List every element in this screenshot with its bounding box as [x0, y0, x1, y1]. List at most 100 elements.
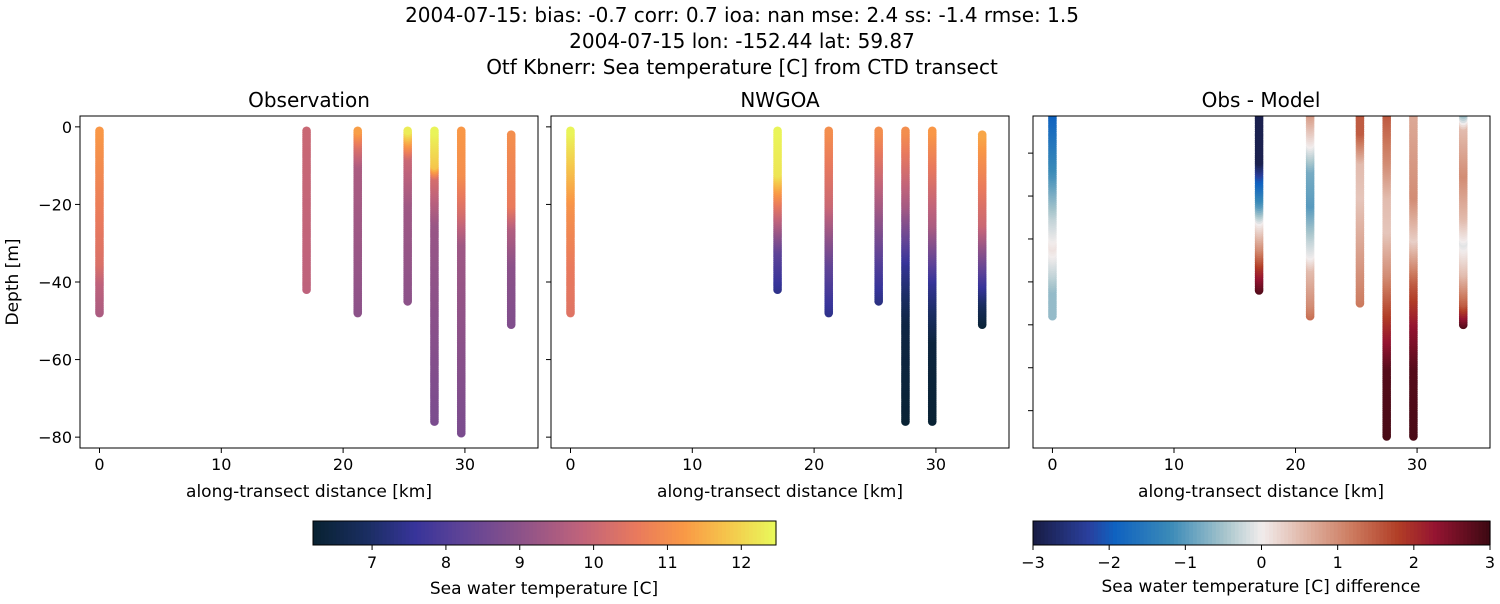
- colorbar-segment: [1154, 521, 1160, 545]
- colorbar-segment: [556, 521, 561, 545]
- colorbar-segment: [725, 521, 731, 545]
- colorbar-segment: [1390, 521, 1396, 545]
- colorbar-segment: [1448, 521, 1453, 545]
- colorbar-segment: [413, 521, 418, 545]
- colorbar-segment: [1318, 521, 1324, 545]
- x-axis-label-1: along-transect distance [km]: [186, 482, 432, 502]
- colorbar-segment: [374, 521, 380, 545]
- colorbar-segment: [451, 521, 457, 545]
- colorbar-segment: [1166, 521, 1171, 545]
- colorbar-segment: [694, 521, 700, 545]
- colorbar-segment: [1257, 521, 1263, 545]
- colorbar-segment: [336, 521, 341, 545]
- colorbar-segment: [1478, 521, 1483, 545]
- colorbar-segment: [768, 521, 773, 545]
- profile-6: [977, 130, 987, 329]
- colorbar-segment: [1387, 521, 1392, 545]
- colorbar-segment: [386, 521, 391, 545]
- profile-6: [506, 130, 516, 329]
- title-line-2: 2004-07-15 lon: -152.44 lat: 59.87: [569, 29, 915, 53]
- colorbar-segment: [1132, 521, 1137, 545]
- colorbar-tick-label: 12: [731, 553, 751, 572]
- data-point: [430, 126, 439, 136]
- colorbar-segment: [1223, 521, 1228, 545]
- colorbar-segment: [1326, 521, 1331, 545]
- profile-3: [403, 126, 412, 306]
- colorbar-segment: [378, 521, 384, 545]
- colorbar-segment: [1459, 521, 1464, 545]
- colorbar-segment: [459, 521, 465, 545]
- colorbar-segment: [521, 521, 526, 545]
- colorbar-segment: [482, 521, 488, 545]
- colorbar-segment: [347, 521, 353, 545]
- data-point: [506, 130, 516, 139]
- colorbar-segment: [529, 521, 534, 545]
- colorbar-segment: [1482, 521, 1487, 545]
- colorbar-segment: [320, 521, 326, 545]
- colorbar-segment: [1352, 521, 1358, 545]
- data-point: [1382, 116, 1391, 119]
- colorbar-segment: [683, 521, 688, 545]
- colorbar-segment: [1265, 521, 1270, 545]
- colorbar-segment: [1189, 521, 1194, 545]
- scatter-points: [566, 126, 987, 426]
- colorbar-segment: [532, 521, 538, 545]
- colorbar-segment: [548, 521, 553, 545]
- profile-1: [302, 126, 311, 295]
- colorbar-segment: [675, 521, 681, 545]
- colorbar-segment: [1295, 521, 1301, 545]
- colorbar-tick-label: 9: [515, 553, 525, 572]
- x-tick-label: 20: [333, 455, 353, 474]
- profile-4: [430, 126, 439, 426]
- colorbar-segment: [1402, 521, 1407, 545]
- colorbar-segment: [741, 521, 746, 545]
- colorbar-segment: [1250, 521, 1255, 545]
- colorbar-segment: [602, 521, 607, 545]
- data-point: [1255, 116, 1264, 119]
- colorbar-segment: [718, 521, 723, 545]
- colorbar-segment: [1116, 521, 1122, 545]
- x-tick-label: 30: [1407, 455, 1427, 474]
- panel-title-observation: Observation: [248, 88, 370, 112]
- x-axis-label-2: along-transect distance [km]: [657, 482, 903, 502]
- y-axis-label: Depth [m]: [3, 238, 23, 325]
- colorbar-tick-label: 0: [1256, 553, 1266, 572]
- colorbar-tick-label: 10: [583, 553, 603, 572]
- colorbar-segment: [448, 521, 453, 545]
- colorbar-segment: [748, 521, 754, 545]
- colorbar-segment: [1371, 521, 1377, 545]
- colorbar-segment: [417, 521, 422, 545]
- colorbar-segment: [1074, 521, 1080, 545]
- colorbar-segment: [1314, 521, 1320, 545]
- data-point: [874, 126, 883, 136]
- colorbar-segment: [640, 521, 646, 545]
- colorbar-tick-label: 7: [367, 553, 377, 572]
- colorbar-segment: [710, 521, 715, 545]
- colorbar-segment: [505, 521, 511, 545]
- colorbar-segment: [1467, 521, 1472, 545]
- colorbar-segment: [1333, 521, 1339, 545]
- colorbar-segment: [1139, 521, 1145, 545]
- colorbar-segment: [1234, 521, 1240, 545]
- colorbar-tick-label: 1: [1333, 553, 1343, 572]
- colorbar-segment: [370, 521, 376, 545]
- colorbar-segment: [367, 521, 372, 545]
- y-tick-label: −80: [38, 428, 72, 447]
- colorbar-segment: [1276, 521, 1282, 545]
- colorbar-segment: [1379, 521, 1384, 545]
- colorbar-segment: [1425, 521, 1430, 545]
- colorbar-tick-label: 11: [657, 553, 677, 572]
- colorbar-segment: [1173, 521, 1179, 545]
- colorbar-segment: [494, 521, 499, 545]
- colorbar-segment: [1413, 521, 1419, 545]
- colorbar-segment: [687, 521, 692, 545]
- colorbar-segment: [598, 521, 603, 545]
- colorbar-segment: [1463, 521, 1468, 545]
- colorbar-segment: [706, 521, 712, 545]
- colorbar-segment: [1147, 521, 1152, 545]
- colorbar-segment: [760, 521, 766, 545]
- colorbar-segment: [1143, 521, 1148, 545]
- colorbar-segment: [498, 521, 503, 545]
- colorbar-segment: [1269, 521, 1274, 545]
- colorbar-segment: [1063, 521, 1068, 545]
